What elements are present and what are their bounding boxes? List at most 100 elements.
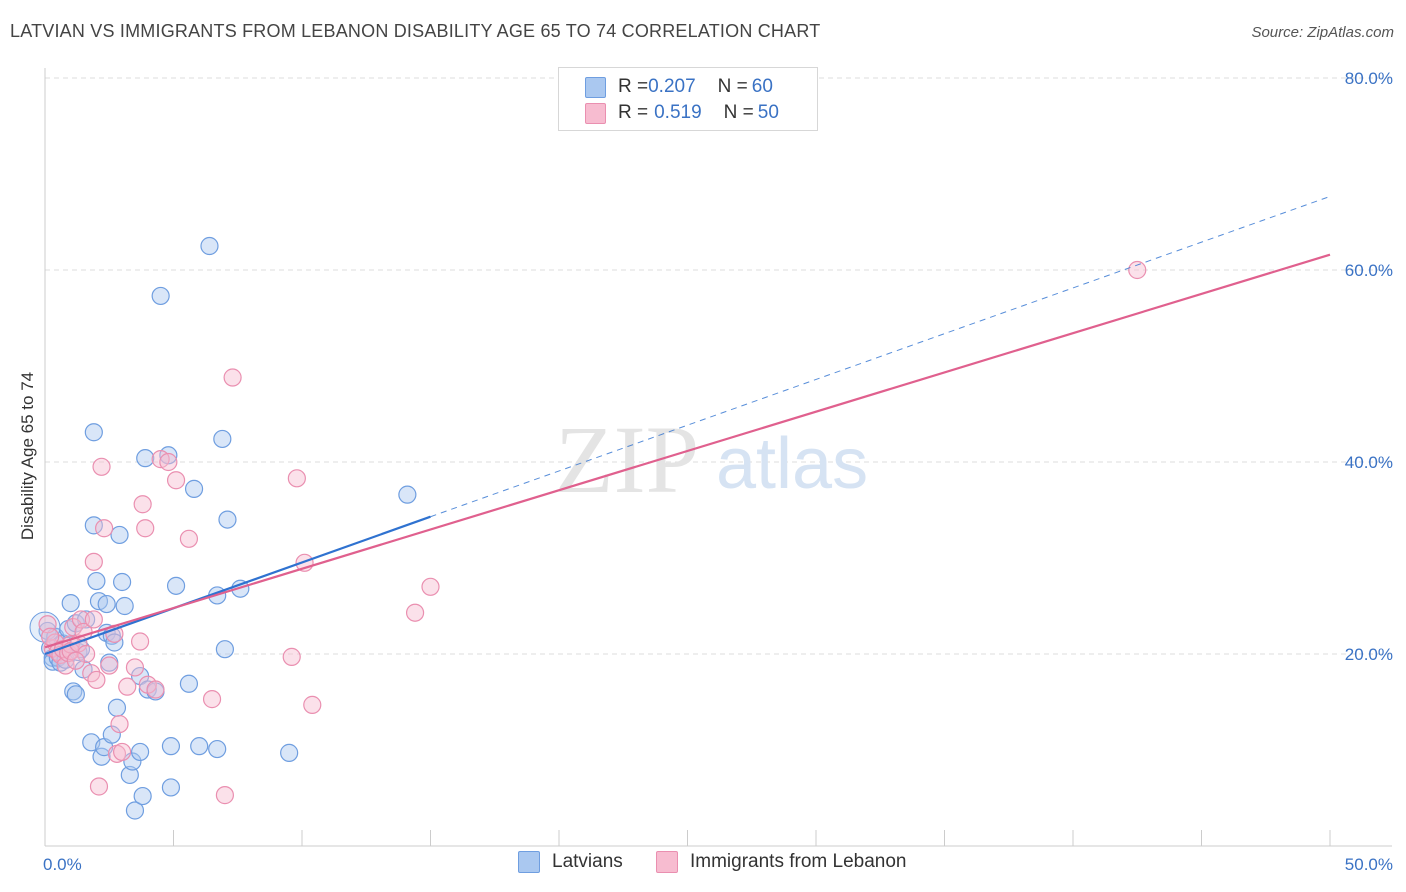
lebanon-trend-line <box>44 253 1331 649</box>
watermark-zip: ZIP <box>555 406 699 513</box>
lebanon-point <box>179 529 199 548</box>
latvian-point <box>112 572 132 592</box>
latvian-point <box>161 778 181 797</box>
legend-label-latvians: Latvians <box>552 851 623 872</box>
latvian-swatch <box>585 76 606 98</box>
latvian-point <box>115 596 134 616</box>
lebanon-point <box>77 644 96 664</box>
latvian-point <box>208 739 227 759</box>
lebanon-point <box>215 786 234 805</box>
lebanon-point <box>1128 260 1147 280</box>
lebanon-point <box>166 471 186 490</box>
tick-labels: 20.0% 40.0% 60.0% 80.0% 0.0% 50.0% <box>43 69 1393 874</box>
latvian-point <box>97 594 116 614</box>
lebanon-point <box>282 647 301 666</box>
lebanon-point <box>112 742 132 762</box>
lebanon-point <box>287 469 306 488</box>
latvian-point <box>136 449 155 468</box>
legend-label-lebanon: Immigrants from Lebanon <box>690 851 907 872</box>
lebanon-point <box>136 519 155 538</box>
latvian-point <box>218 510 237 529</box>
grid-lines <box>45 77 1392 655</box>
n-value: 60 <box>751 76 773 97</box>
lebanon-point <box>405 603 425 622</box>
latvian-point <box>398 485 417 504</box>
trend-lines <box>44 195 1331 656</box>
lebanon-point <box>223 368 242 387</box>
lebanon-point <box>146 680 165 699</box>
x-tick-label: 50.0% <box>1345 855 1393 874</box>
latvian-trend-line <box>44 515 431 656</box>
y-tick-label: 20.0% <box>1345 645 1393 664</box>
y-tick-label: 40.0% <box>1345 453 1393 472</box>
lebanon-point <box>110 714 129 734</box>
lebanon-point <box>41 627 60 646</box>
lebanon-point <box>125 658 145 677</box>
source-label: Source: ZipAtlas.com <box>1251 24 1394 41</box>
chart-title: LATVIAN VS IMMIGRANTS FROM LEBANON DISAB… <box>10 21 821 41</box>
y-tick-label: 80.0% <box>1345 69 1393 88</box>
stats-row-latvians: R = 0.207 N = 60 <box>585 74 773 100</box>
r-value: 0.207 <box>648 76 696 97</box>
legend-item-latvians[interactable]: Latvians <box>518 851 623 873</box>
latvian-trend-extension <box>430 195 1331 518</box>
r-key: R = <box>618 102 649 123</box>
latvian-point <box>84 516 103 535</box>
y-tick-label: 60.0% <box>1345 261 1393 280</box>
latvian-point <box>66 685 85 704</box>
latvian-point <box>151 286 170 306</box>
latvian-point <box>64 682 83 701</box>
lebanon-point <box>92 457 111 476</box>
lebanon-point <box>421 577 440 596</box>
stats-row-lebanon: R = 0.519 N = 50 <box>585 100 779 126</box>
lebanon-legend-swatch <box>656 851 678 873</box>
n-key: N = <box>723 102 754 123</box>
lebanon-point <box>64 618 83 637</box>
latvian-point <box>61 594 80 613</box>
lebanon-point <box>66 651 85 670</box>
y-axis-title: Disability Age 65 to 74 <box>18 372 37 540</box>
lebanon-point <box>87 670 106 690</box>
latvian-point <box>120 765 139 785</box>
latvian-point <box>213 429 232 449</box>
watermark-atlas: atlas <box>716 424 868 504</box>
lebanon-point <box>100 656 119 675</box>
latvian-point <box>133 786 152 806</box>
latvian-point <box>215 640 234 659</box>
watermark: ZIP atlas <box>555 406 868 513</box>
latvian-point <box>107 698 127 717</box>
lebanon-point <box>133 495 152 514</box>
lebanon-point <box>95 519 114 538</box>
latvian-point <box>200 236 219 256</box>
lebanon-point <box>84 552 103 571</box>
legend-item-lebanon[interactable]: Immigrants from Lebanon <box>656 851 907 873</box>
n-value: 50 <box>757 102 779 123</box>
lebanon-point <box>303 695 322 714</box>
latvian-point <box>190 737 209 756</box>
latvian-point <box>130 742 150 762</box>
lebanon-point <box>130 632 150 651</box>
latvian-point <box>87 571 106 591</box>
lebanon-points <box>38 260 1147 805</box>
lebanon-point <box>118 677 137 696</box>
lebanon-point <box>89 777 109 796</box>
latvian-point <box>179 674 199 693</box>
lebanon-swatch <box>585 102 606 124</box>
latvian-point <box>51 653 70 672</box>
lebanon-point <box>202 690 222 709</box>
stats-legend: R = 0.207 N = 60 R = 0.519 N = 50 <box>558 67 818 131</box>
lebanon-point <box>84 610 103 629</box>
latvian-point <box>184 479 204 498</box>
latvian-point <box>84 423 103 442</box>
r-value: 0.519 <box>654 102 702 123</box>
latvian-point <box>280 743 299 762</box>
x-tick-label: 0.0% <box>43 855 82 874</box>
latvian-legend-swatch <box>518 851 540 873</box>
latvian-point <box>161 737 181 756</box>
lebanon-point <box>159 452 178 472</box>
latvian-point <box>110 525 129 545</box>
n-key: N = <box>717 76 748 97</box>
latvian-points <box>29 236 417 820</box>
axes <box>44 68 1392 847</box>
